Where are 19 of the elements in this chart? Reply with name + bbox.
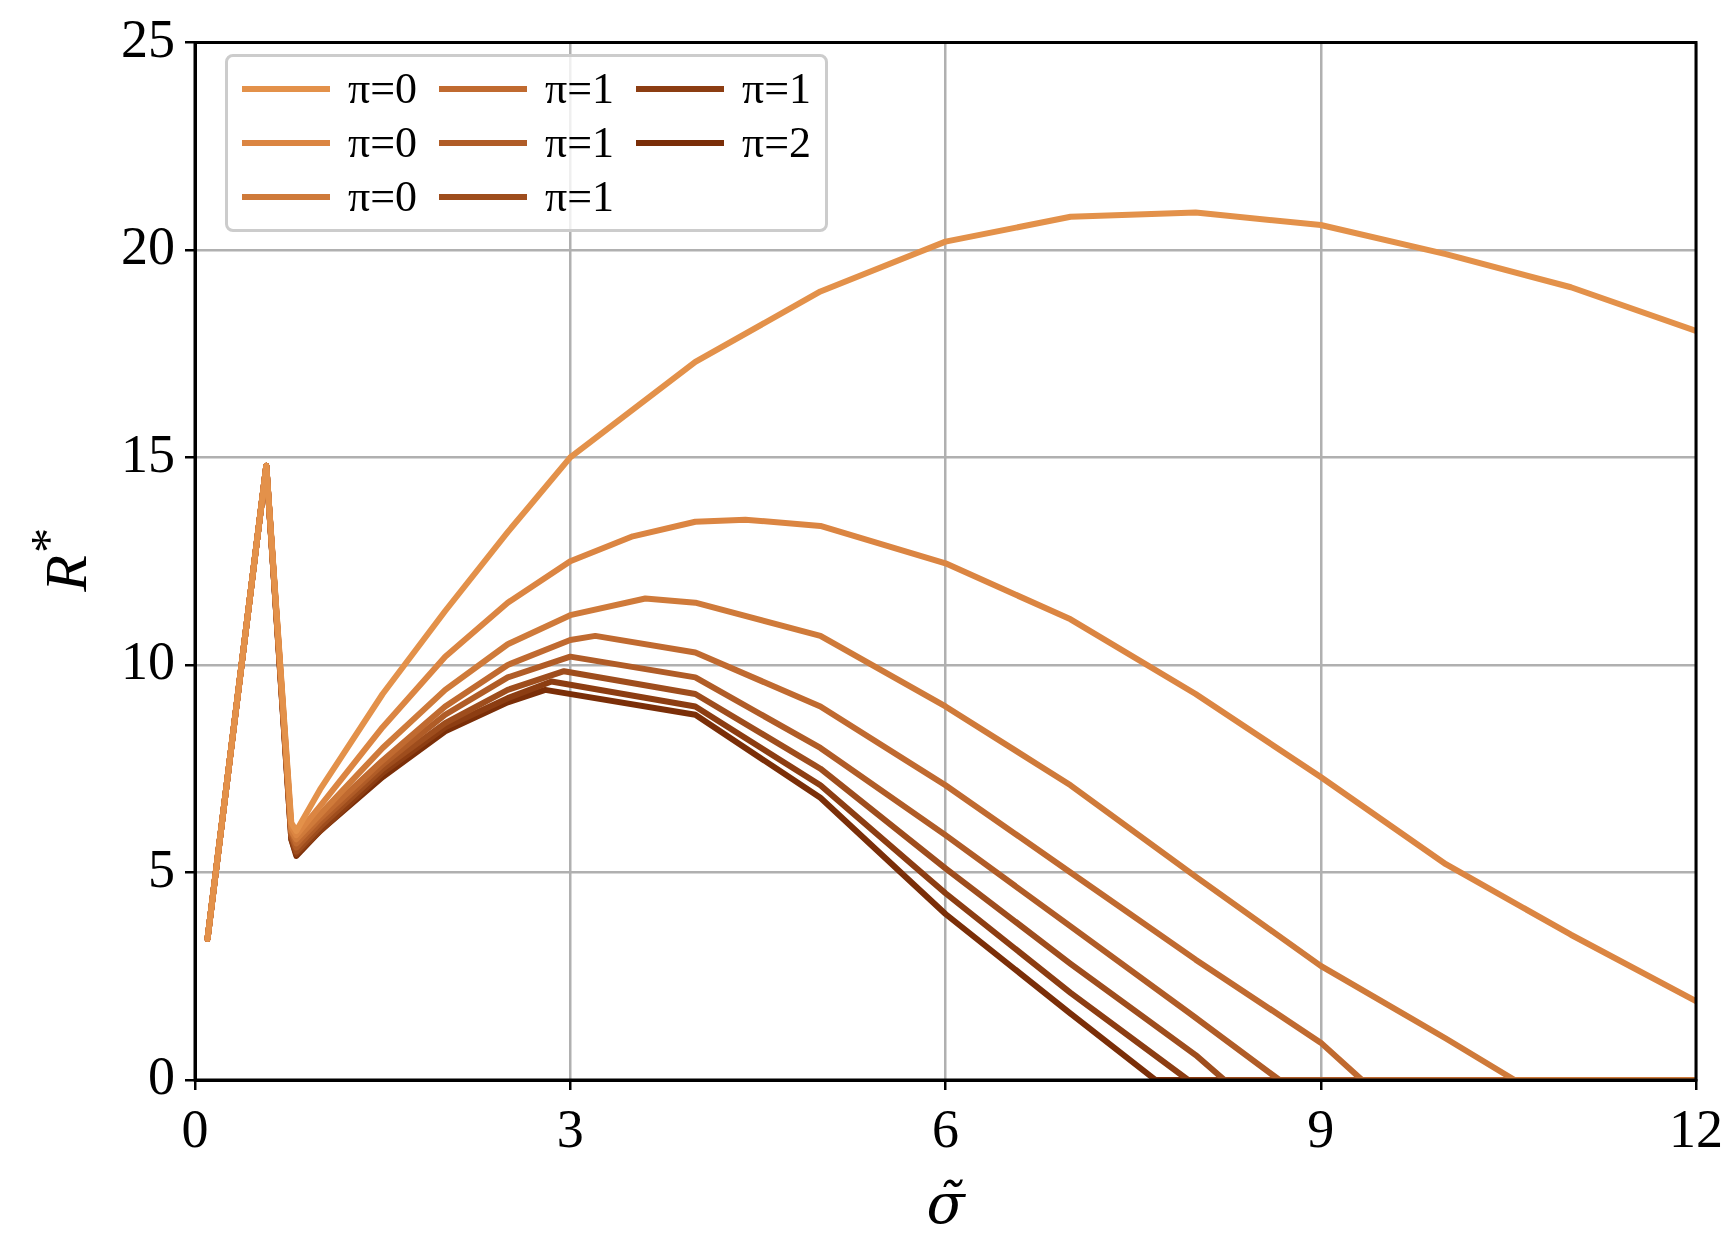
- x-axis-title: σ̃: [926, 1170, 967, 1236]
- y-tick-label: 25: [121, 8, 175, 69]
- x-tick-label: 12: [1669, 1098, 1723, 1159]
- legend-label: π=1: [545, 117, 615, 170]
- legend-label: π=1: [742, 63, 812, 116]
- legend-label: π=0: [348, 63, 418, 116]
- legend-label: π=0: [348, 117, 418, 170]
- legend-label: π=2: [742, 117, 812, 170]
- y-tick-label: 15: [121, 423, 175, 484]
- x-tick-label: 9: [1307, 1098, 1335, 1159]
- x-tick-label: 6: [932, 1098, 959, 1159]
- legend-label: π=0: [348, 171, 418, 224]
- x-tick-label: 3: [556, 1098, 584, 1159]
- y-tick-label: 5: [148, 838, 175, 899]
- y-tick-label: 20: [121, 216, 175, 277]
- y-tick-label: 0: [148, 1046, 175, 1107]
- legend-label: π=1: [545, 63, 615, 116]
- y-tick-label: 10: [121, 631, 175, 692]
- legend-label: π=1: [545, 171, 615, 224]
